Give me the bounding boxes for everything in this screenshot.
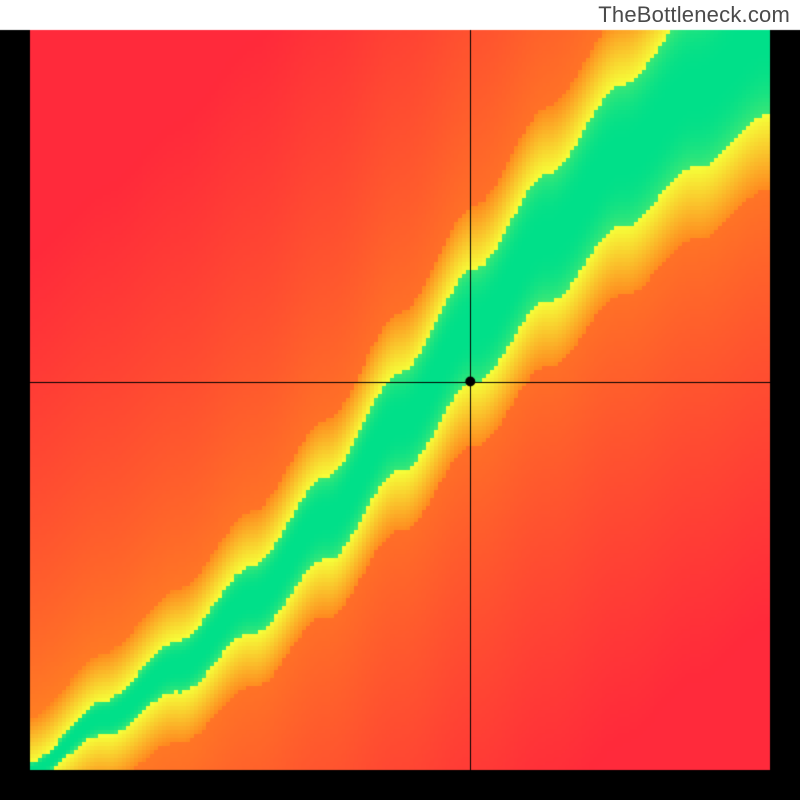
bottleneck-heatmap <box>0 0 800 800</box>
chart-container: TheBottleneck.com <box>0 0 800 800</box>
watermark-label: TheBottleneck.com <box>598 2 790 28</box>
